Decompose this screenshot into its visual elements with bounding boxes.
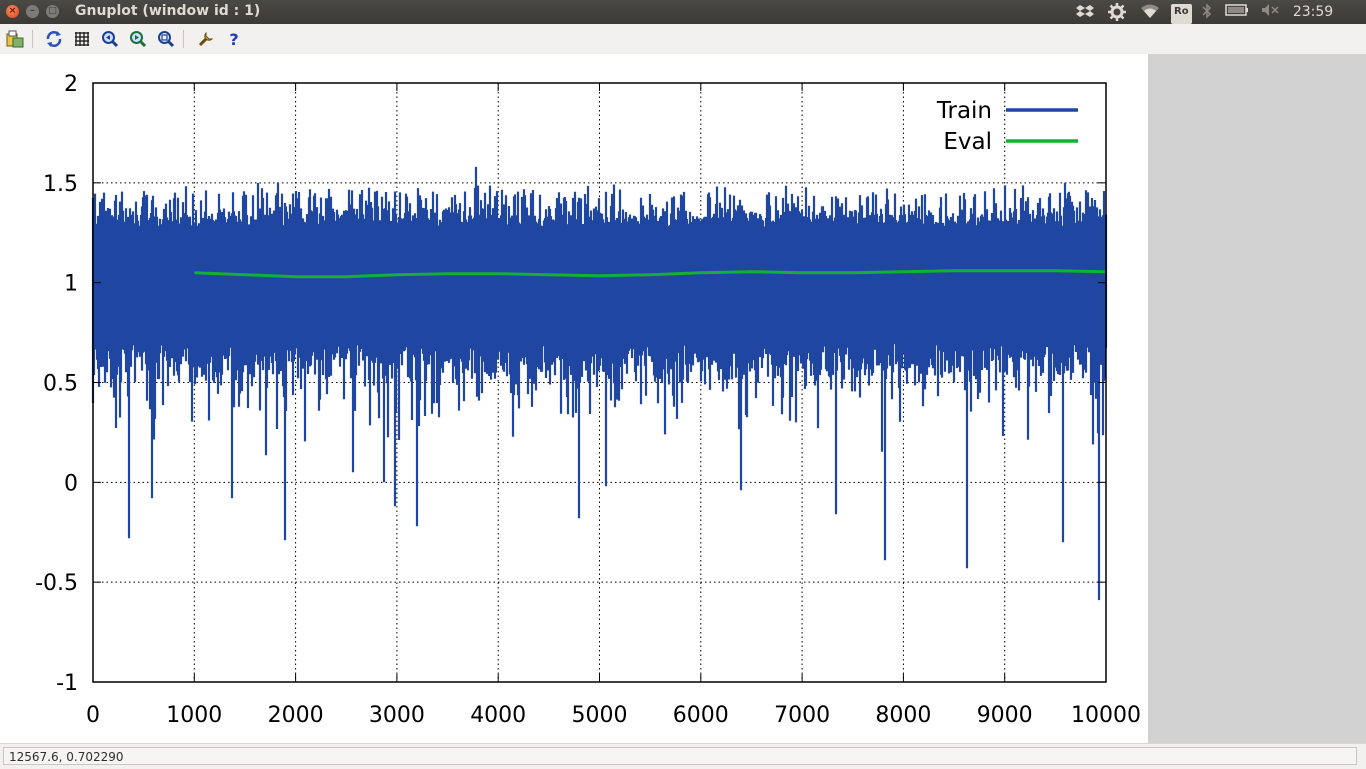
y-tick-label: 0.5 bbox=[43, 372, 78, 397]
window-title: Gnuplot (window id : 1) bbox=[75, 3, 261, 19]
x-tick-label: 5000 bbox=[572, 703, 628, 728]
grid-icon[interactable] bbox=[71, 28, 93, 50]
x-tick-label: 9000 bbox=[977, 703, 1033, 728]
x-tick-label: 3000 bbox=[369, 703, 425, 728]
svg-text:?: ? bbox=[229, 30, 238, 48]
y-tick-label: 1.5 bbox=[43, 172, 78, 197]
maximize-button[interactable]: □ bbox=[46, 5, 59, 18]
x-tick-label: 4000 bbox=[470, 703, 526, 728]
wifi-icon[interactable] bbox=[1139, 3, 1161, 21]
line-chart[interactable]: 0 1000 2000 3000 4000 5000 6000 7000 8000 9000 100… bbox=[0, 54, 1148, 743]
replot-icon[interactable] bbox=[43, 28, 65, 50]
mouse-coordinates: 12567.6, 0.702290 bbox=[3, 747, 1357, 765]
toolbar-separator bbox=[32, 30, 33, 48]
keyboard-layout-indicator[interactable]: Ro bbox=[1171, 4, 1192, 24]
zoom-previous-icon[interactable] bbox=[99, 28, 121, 50]
x-tick-label: 2000 bbox=[268, 703, 324, 728]
empty-canvas-region bbox=[1148, 54, 1366, 743]
plot-canvas[interactable]: 0 1000 2000 3000 4000 5000 6000 7000 8000 9000 100… bbox=[0, 54, 1148, 743]
status-bar: 12567.6, 0.702290 bbox=[0, 743, 1366, 769]
volume-muted-icon[interactable] bbox=[1260, 3, 1282, 21]
x-tick-label: 7000 bbox=[774, 703, 830, 728]
toolbar: ? bbox=[0, 24, 1366, 55]
clock[interactable]: 23:59 bbox=[1292, 4, 1334, 20]
x-tick-label: 8000 bbox=[875, 703, 931, 728]
legend-label-train: Train bbox=[936, 98, 992, 124]
export-icon[interactable] bbox=[4, 28, 26, 50]
y-tick-label: 0 bbox=[64, 471, 78, 496]
x-tick-label: 1000 bbox=[166, 703, 222, 728]
minimize-button[interactable]: – bbox=[26, 5, 39, 18]
battery-icon[interactable] bbox=[1224, 3, 1250, 21]
dropbox-icon[interactable] bbox=[1075, 3, 1095, 21]
legend-label-eval: Eval bbox=[943, 129, 992, 155]
toolbar-separator bbox=[183, 30, 184, 48]
x-tick-label: 6000 bbox=[673, 703, 729, 728]
y-tick-label: 2 bbox=[64, 72, 78, 97]
y-tick-label: 1 bbox=[64, 272, 78, 297]
help-icon[interactable]: ? bbox=[223, 28, 245, 50]
eval-line bbox=[194, 269, 1107, 279]
configuration-icon[interactable] bbox=[195, 28, 217, 50]
title-bar: × – □ Gnuplot (window id : 1) Ro 23:59 bbox=[0, 0, 1366, 24]
bluetooth-icon[interactable] bbox=[1200, 3, 1214, 21]
eval-series bbox=[194, 269, 1107, 279]
y-tick-label: -1 bbox=[56, 671, 78, 696]
autoscale-icon[interactable] bbox=[155, 28, 177, 50]
x-tick-label: 0 bbox=[86, 703, 100, 728]
settings-icon[interactable] bbox=[1106, 3, 1128, 21]
zoom-next-icon[interactable] bbox=[127, 28, 149, 50]
grid bbox=[93, 83, 1106, 682]
axis-ticks: 0 1000 2000 3000 4000 5000 6000 7000 8000 9000 100… bbox=[35, 72, 1141, 728]
y-tick-label: -0.5 bbox=[35, 571, 78, 596]
x-tick-label: 10000 bbox=[1071, 703, 1141, 728]
legend: Train Eval bbox=[936, 98, 1078, 155]
close-button[interactable]: × bbox=[6, 5, 19, 18]
